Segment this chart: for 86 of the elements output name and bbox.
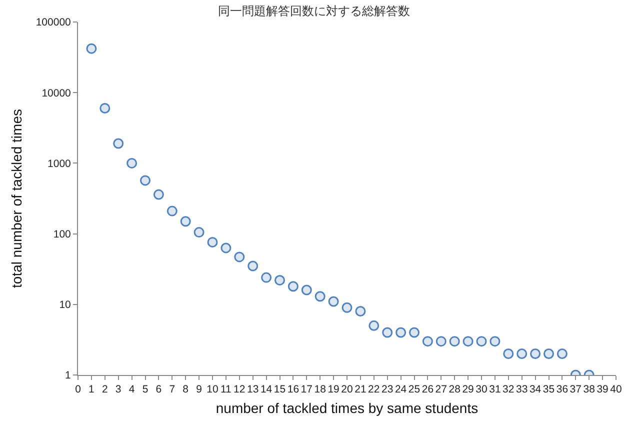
x-tick-label: 34 <box>529 384 542 396</box>
x-tick-label: 7 <box>169 384 176 396</box>
point <box>288 281 298 292</box>
x-tick-label: 0 <box>75 384 82 396</box>
x-tick-label: 2 <box>102 384 108 396</box>
x-tick-label: 23 <box>382 384 394 396</box>
point <box>166 206 178 216</box>
x-tick-label: 14 <box>260 384 272 396</box>
point <box>153 189 164 200</box>
point <box>113 138 124 149</box>
point <box>194 227 204 238</box>
x-axis-title: number of tackled times by same students <box>216 400 478 416</box>
x-tick-label: 6 <box>156 384 162 396</box>
point <box>301 284 312 296</box>
y-tick-label: 10000 <box>42 87 72 100</box>
x-tick-label: 31 <box>489 384 501 396</box>
x-tick-label: 36 <box>556 384 568 396</box>
x-tick-label: 27 <box>435 384 448 396</box>
point <box>490 336 500 347</box>
x-tick-label: 32 <box>502 384 514 396</box>
x-tick-label: 22 <box>368 384 380 396</box>
x-tick-label: 39 <box>596 384 609 396</box>
x-tick-label: 24 <box>394 384 407 396</box>
x-tick-label: 1 <box>88 384 95 396</box>
y-tick-label: 100000 <box>36 16 72 29</box>
point <box>503 348 514 359</box>
x-tick-label: 25 <box>408 384 420 396</box>
point <box>248 260 258 272</box>
x-tick-label: 17 <box>300 384 313 396</box>
x-tick-label: 9 <box>196 384 202 396</box>
point <box>220 242 232 254</box>
point <box>274 274 285 286</box>
x-tick-label: 10 <box>206 384 218 396</box>
point <box>516 348 528 359</box>
point <box>100 103 110 114</box>
y-axis-title: total number of tackled times <box>8 109 24 288</box>
point <box>126 158 138 168</box>
point <box>261 272 272 283</box>
point <box>396 327 406 338</box>
point <box>422 336 433 347</box>
point <box>355 306 366 316</box>
x-tick-label: 16 <box>287 384 300 396</box>
x-tick-label: 15 <box>274 384 286 396</box>
x-tick-label: 33 <box>516 384 528 396</box>
point <box>368 320 380 331</box>
point <box>180 216 191 227</box>
point <box>436 336 446 347</box>
x-tick-label: 13 <box>247 384 259 396</box>
point <box>556 348 568 359</box>
point <box>328 296 339 307</box>
y-tick-label: 1 <box>65 370 72 382</box>
point <box>382 327 393 338</box>
x-tick-label: 40 <box>610 384 622 396</box>
point <box>86 43 97 54</box>
point <box>409 327 420 338</box>
x-tick-label: 28 <box>448 384 461 396</box>
point <box>544 348 554 359</box>
x-tick-label: 38 <box>583 384 596 396</box>
x-tick-label: 21 <box>354 384 366 396</box>
x-tick-label: 29 <box>462 384 474 396</box>
point <box>140 175 150 186</box>
point <box>314 291 326 302</box>
x-tick-label: 37 <box>570 384 582 396</box>
y-tick-label: 100 <box>53 228 72 240</box>
point <box>476 336 487 347</box>
x-tick-label: 11 <box>220 384 232 396</box>
x-tick-label: 30 <box>476 384 488 396</box>
x-tick-label: 3 <box>115 384 122 396</box>
y-tick-label: 10 <box>59 299 72 312</box>
x-tick-label: 8 <box>182 384 189 396</box>
point <box>449 336 460 347</box>
point <box>462 336 474 347</box>
x-tick-label: 18 <box>314 384 326 396</box>
x-tick-label: 12 <box>234 384 246 396</box>
point <box>342 302 352 313</box>
chart-title: 同一問題解答回数に対する総解答数 <box>218 4 410 18</box>
x-tick-label: 5 <box>142 384 148 396</box>
x-tick-label: 19 <box>328 384 340 396</box>
point <box>530 348 541 359</box>
point <box>234 252 245 262</box>
y-tick-label: 1000 <box>48 158 72 170</box>
x-tick-label: 20 <box>341 384 353 396</box>
x-tick-label: 4 <box>128 384 135 396</box>
x-tick-label: 35 <box>542 384 555 396</box>
point <box>207 236 218 248</box>
x-tick-label: 26 <box>422 384 434 396</box>
